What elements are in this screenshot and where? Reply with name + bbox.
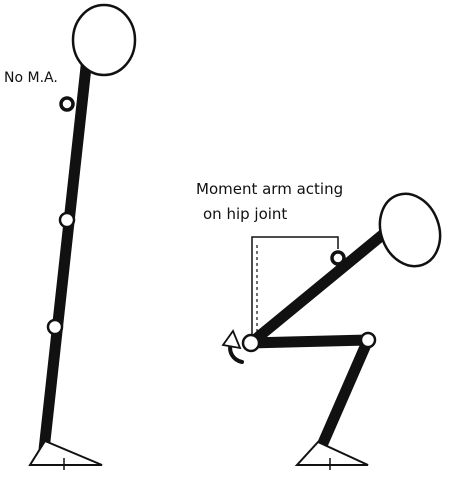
- rotation-arrow-icon: [221, 329, 244, 364]
- squat-torso-line: [245, 226, 392, 349]
- squat-label-line-2: on hip joint: [203, 205, 287, 223]
- standing-foot: [28, 439, 103, 466]
- standing-figure: No M.A.: [4, 3, 137, 470]
- standing-center-of-mass: [59, 96, 75, 112]
- squat-thigh-line: [245, 334, 374, 349]
- standing-body-line: [38, 52, 93, 456]
- moment-arm-bracket-line: [251, 236, 339, 335]
- squat-hip-joint: [241, 333, 261, 353]
- standing-knee-joint: [46, 318, 64, 336]
- squat-shin-line: [314, 334, 374, 456]
- rotation-arrow-head: [221, 329, 242, 350]
- standing-hip-joint: [58, 211, 76, 229]
- standing-label: No M.A.: [4, 70, 58, 86]
- standing-head: [71, 3, 137, 77]
- squat-center-of-mass: [330, 250, 346, 266]
- squat-head: [378, 192, 442, 268]
- squat-knee-joint: [359, 331, 377, 349]
- moment-arm-bracket: [251, 236, 339, 336]
- squat-foot: [294, 440, 369, 466]
- squatting-figure: Moment arm acting on hip joint: [196, 180, 442, 470]
- squat-label-line-1: Moment arm acting: [196, 180, 343, 198]
